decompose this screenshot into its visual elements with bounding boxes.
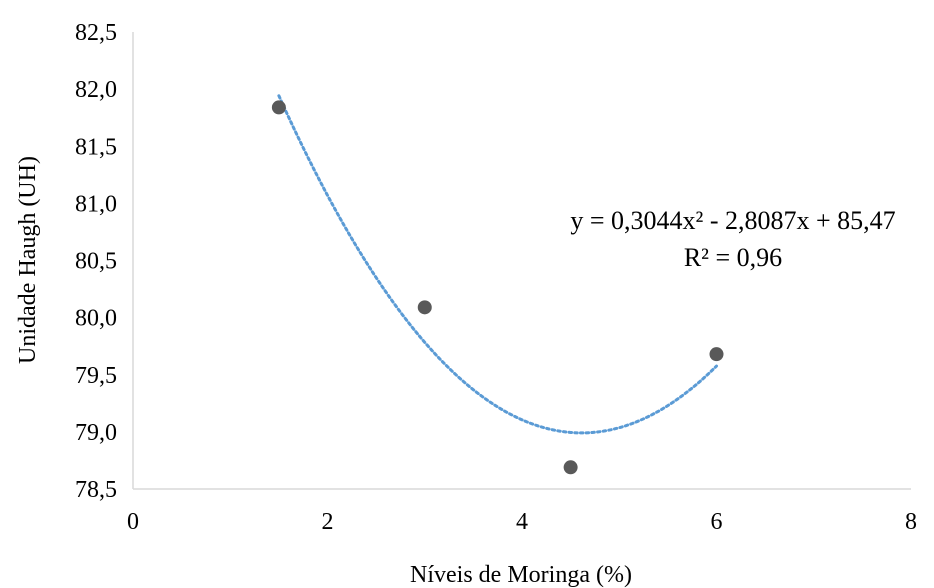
y-tick-label: 82,0: [75, 77, 117, 103]
data-point: [271, 100, 286, 115]
x-axis-title: Níveis de Moringa (%): [410, 562, 632, 588]
y-tick-label: 78,5: [75, 477, 117, 503]
data-point: [417, 300, 432, 315]
x-tick-label: 8: [905, 509, 917, 535]
x-tick-label: 6: [711, 509, 723, 535]
x-tick-label: 0: [127, 509, 139, 535]
trendline: [277, 94, 718, 435]
y-tick-label: 79,0: [75, 420, 117, 446]
data-point: [563, 460, 578, 475]
x-tick-labels: 0 2 4 6 8: [127, 509, 917, 535]
x-tick-label: 4: [516, 509, 528, 535]
y-tick-label: 82,5: [75, 20, 117, 46]
y-tick-label: 79,5: [75, 363, 117, 389]
y-axis-title: Unidade Haugh (UH): [15, 156, 41, 364]
x-tick-label: 2: [322, 509, 334, 535]
trendline-equation: y = 0,3044x² - 2,8087x + 85,47: [570, 206, 895, 235]
y-tick-label: 80,5: [75, 249, 117, 275]
y-tick-labels: 78,5 79,0 79,5 80,0 80,5 81,0 81,5 82,0 82,5: [75, 20, 117, 503]
y-tick-label: 80,0: [75, 306, 117, 332]
data-point: [709, 347, 724, 362]
y-tick-label: 81,5: [75, 134, 117, 160]
data-points: [271, 100, 724, 475]
trendline-r2: R² = 0,96: [684, 243, 782, 272]
axes: [132, 32, 911, 490]
y-tick-label: 81,0: [75, 191, 117, 217]
